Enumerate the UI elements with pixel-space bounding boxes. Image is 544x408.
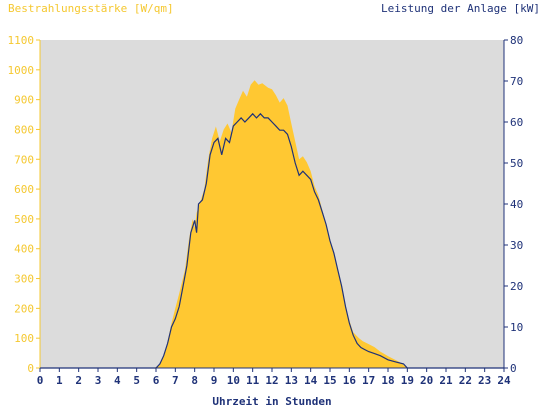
right-tick-label: 10 — [510, 321, 523, 334]
x-tick-label: 17 — [362, 374, 375, 387]
right-tick-label: 80 — [510, 34, 523, 47]
x-axis-title: Uhrzeit in Stunden — [212, 395, 331, 408]
right-tick-label: 40 — [510, 198, 523, 211]
x-tick-label: 5 — [133, 374, 140, 387]
x-tick-label: 15 — [323, 374, 336, 387]
x-tick-label: 18 — [381, 374, 394, 387]
left-axis-title: Bestrahlungsstärke [W/qm] — [8, 2, 174, 15]
left-tick-label: 300 — [14, 273, 34, 286]
x-tick-label: 21 — [439, 374, 453, 387]
power-line — [40, 112, 504, 369]
left-tick-label: 1000 — [8, 64, 35, 77]
left-tick-label: 800 — [14, 123, 34, 136]
x-tick-label: 9 — [211, 374, 218, 387]
x-tick-label: 14 — [304, 374, 318, 387]
x-tick-label: 3 — [95, 374, 102, 387]
x-tick-label: 19 — [401, 374, 414, 387]
right-axis-title: Leistung der Anlage [kW] — [381, 2, 540, 15]
x-tick-label: 22 — [459, 374, 472, 387]
x-tick-label: 2 — [75, 374, 82, 387]
x-tick-label: 16 — [343, 374, 357, 387]
right-tick-label: 70 — [510, 75, 523, 88]
x-tick-label: 7 — [172, 374, 179, 387]
x-tick-label: 10 — [227, 374, 240, 387]
x-tick-label: 0 — [37, 374, 44, 387]
x-tick-label: 8 — [191, 374, 198, 387]
left-tick-label: 200 — [14, 302, 34, 315]
left-tick-label: 500 — [14, 213, 34, 226]
x-tick-label: 4 — [114, 374, 121, 387]
x-tick-label: 1 — [56, 374, 63, 387]
left-tick-label: 700 — [14, 153, 34, 166]
x-tick-label: 24 — [497, 374, 511, 387]
left-tick-label: 900 — [14, 94, 34, 107]
left-tick-label: 400 — [14, 243, 34, 256]
x-tick-label: 11 — [246, 374, 260, 387]
left-tick-label: 600 — [14, 183, 34, 196]
x-tick-label: 13 — [285, 374, 298, 387]
x-tick-label: 12 — [265, 374, 278, 387]
right-tick-label: 50 — [510, 157, 523, 170]
irradiance-area — [40, 80, 504, 369]
x-tick-label: 20 — [420, 374, 433, 387]
right-tick-label: 0 — [510, 362, 517, 375]
left-tick-label: 100 — [14, 332, 34, 345]
x-tick-label: 6 — [153, 374, 160, 387]
right-tick-label: 20 — [510, 280, 523, 293]
right-tick-label: 30 — [510, 239, 523, 252]
right-tick-label: 60 — [510, 116, 523, 129]
left-tick-label: 1100 — [8, 34, 35, 47]
left-tick-label: 0 — [27, 362, 34, 375]
x-tick-label: 23 — [478, 374, 491, 387]
